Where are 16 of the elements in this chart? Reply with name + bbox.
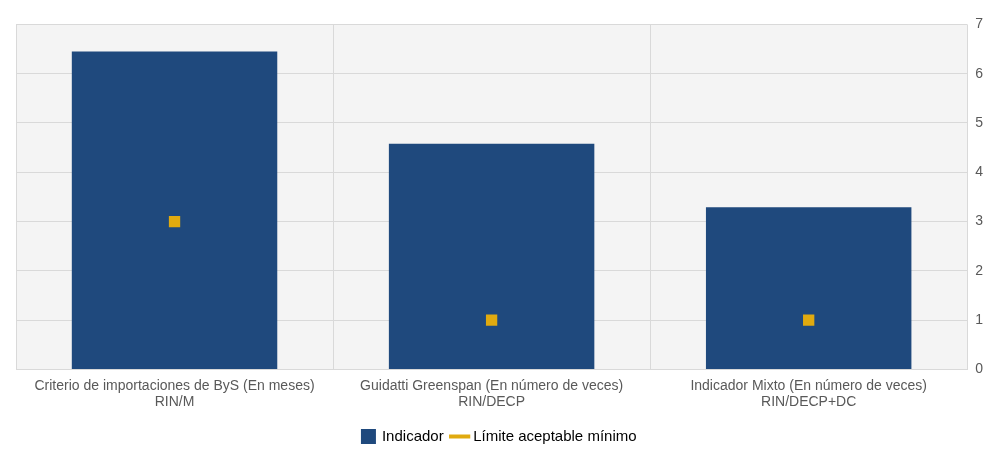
y-tick-label: 7 — [975, 15, 984, 32]
y-tick-label: 6 — [975, 64, 984, 81]
bar — [71, 51, 278, 369]
bar — [388, 143, 595, 369]
y-tick-label: 4 — [975, 163, 984, 180]
bar — [705, 207, 912, 369]
x-tick-label: Indicador Mixto (En número de veces) RIN/DECP+DC — [690, 376, 927, 410]
y-tick-label: 5 — [975, 113, 984, 130]
x-tick-label: Guidatti Greenspan (En número de veces) RIN/DECP — [360, 376, 624, 410]
legend-label: Indicador — [381, 426, 444, 444]
y-tick-label: 1 — [975, 310, 984, 327]
legend-label: Límite aceptable mínimo — [473, 426, 637, 444]
y-tick-label: 3 — [975, 212, 984, 229]
y-tick-label: 2 — [975, 261, 984, 278]
y-tick-label: 0 — [975, 360, 984, 377]
x-tick-label: Criterio de importaciones de ByS (En meses) RIN/M — [34, 376, 315, 410]
